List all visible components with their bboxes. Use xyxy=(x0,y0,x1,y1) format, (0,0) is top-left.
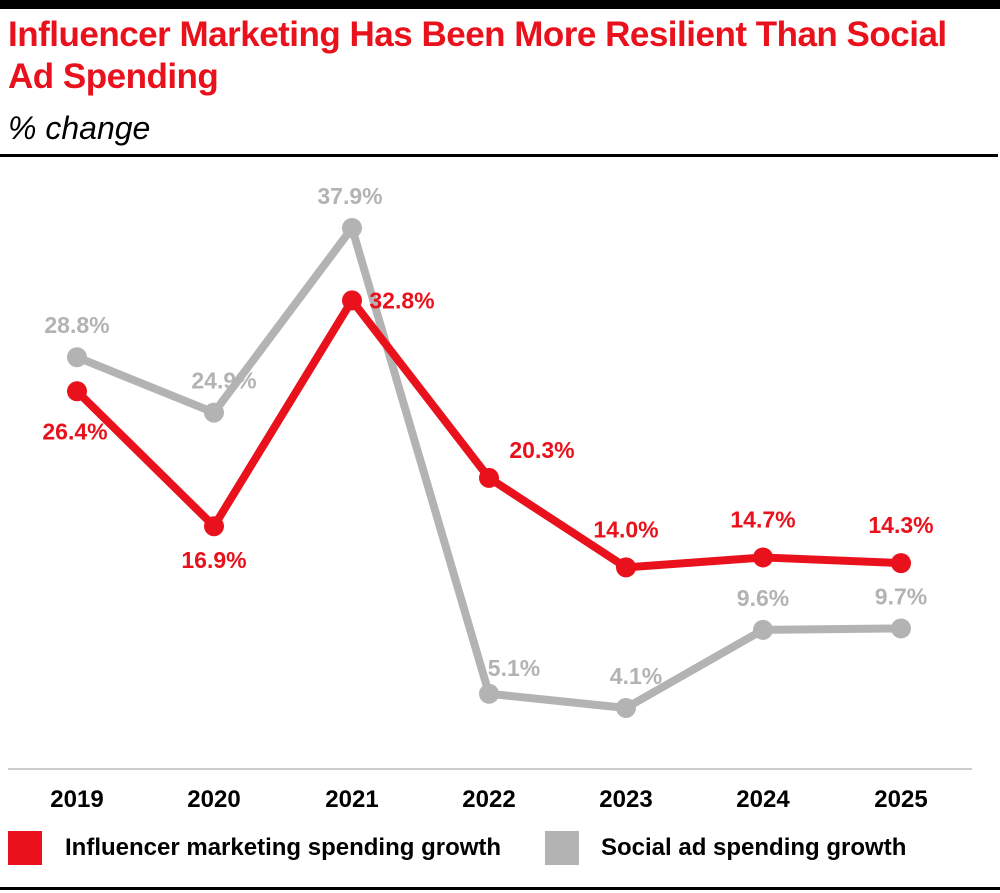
data-point-influencer-2022 xyxy=(479,467,499,488)
x-tick-label-2020: 2020 xyxy=(187,786,240,813)
chart-subtitle: % change xyxy=(8,110,151,146)
data-point-social-2024 xyxy=(753,619,773,640)
legend-swatch-social xyxy=(545,831,579,865)
data-label-influencer-2025: 14.3% xyxy=(868,512,933,538)
data-point-social-2021 xyxy=(342,218,362,238)
data-label-social-2019: 28.8% xyxy=(44,312,109,338)
chart-title: Influencer Marketing Has Been More Resil… xyxy=(8,15,947,96)
data-point-social-2019 xyxy=(67,347,87,368)
data-point-influencer-2025 xyxy=(891,553,911,574)
x-tick-label-2024: 2024 xyxy=(736,786,790,813)
legend-label-influencer: Influencer marketing spending growth xyxy=(65,834,502,861)
data-label-social-2025: 9.7% xyxy=(875,583,927,609)
data-label-influencer-2019: 26.4% xyxy=(42,418,107,444)
data-point-social-2023 xyxy=(616,697,636,718)
data-point-social-2020 xyxy=(204,402,224,423)
data-point-influencer-2023 xyxy=(616,557,636,578)
data-label-influencer-2023: 14.0% xyxy=(593,516,658,542)
data-point-influencer-2024 xyxy=(753,547,773,568)
data-point-influencer-2019 xyxy=(67,381,87,402)
data-label-social-2024: 9.6% xyxy=(737,585,789,611)
data-label-social-2022: 5.1% xyxy=(488,655,540,681)
data-label-influencer-2021: 32.8% xyxy=(369,287,434,313)
x-tick-label-2023: 2023 xyxy=(599,786,652,813)
data-point-social-2025 xyxy=(891,618,911,639)
data-point-social-2022 xyxy=(479,683,499,704)
data-label-influencer-2020: 16.9% xyxy=(181,547,246,573)
data-point-influencer-2021 xyxy=(342,290,362,311)
x-tick-label-2022: 2022 xyxy=(462,786,515,813)
x-tick-label-2021: 2021 xyxy=(325,786,378,813)
bottom-divider xyxy=(0,887,1000,890)
legend-swatch-influencer xyxy=(8,831,42,865)
data-point-influencer-2020 xyxy=(204,516,224,537)
data-label-social-2021: 37.9% xyxy=(317,183,382,209)
x-tick-label-2019: 2019 xyxy=(50,786,103,813)
data-label-influencer-2022: 20.3% xyxy=(509,437,574,463)
legend-label-social: Social ad spending growth xyxy=(601,834,907,861)
top-bar xyxy=(0,0,1000,9)
data-label-social-2023: 4.1% xyxy=(610,663,662,689)
data-label-social-2020: 24.9% xyxy=(191,368,256,394)
x-tick-label-2025: 2025 xyxy=(874,786,927,813)
data-label-influencer-2024: 14.7% xyxy=(730,506,795,532)
header-divider xyxy=(0,154,998,157)
